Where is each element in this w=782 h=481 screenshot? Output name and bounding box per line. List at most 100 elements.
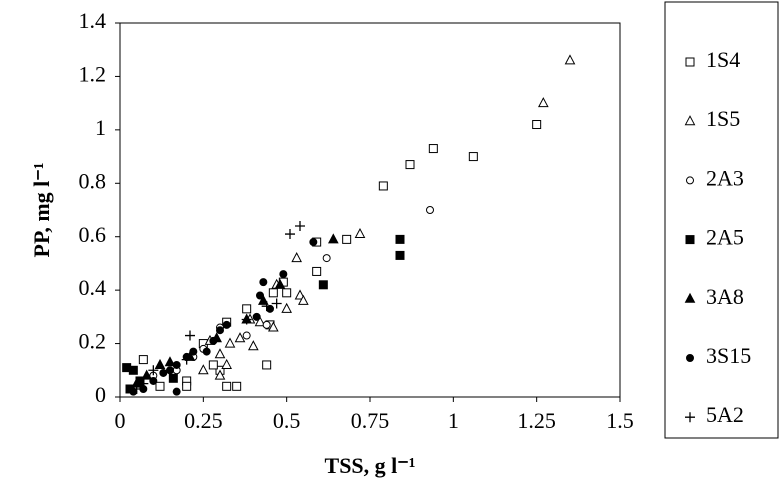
data-point: [252, 312, 261, 321]
plot-frame: [119, 22, 621, 398]
data-point: [261, 301, 272, 312]
legend-label: 3A8: [706, 284, 744, 309]
data-point: [564, 54, 576, 65]
data-point: [149, 376, 158, 385]
data-point: [172, 360, 181, 369]
legend-label: 1S5: [706, 106, 740, 131]
legend-label: 5A2: [706, 402, 744, 427]
data-point: [181, 354, 192, 365]
data-point: [322, 254, 331, 263]
data-point: [155, 381, 165, 391]
data-point: [154, 358, 166, 369]
data-point: [141, 369, 152, 380]
data-point: [209, 336, 218, 345]
data-point: [241, 314, 252, 325]
data-point: [318, 280, 328, 290]
data-point: [312, 266, 322, 276]
data-point: [426, 206, 434, 214]
data-point: [538, 97, 549, 108]
y-tick-label: 1.2: [79, 61, 107, 86]
data-point: [395, 250, 405, 260]
data-point: [242, 331, 251, 340]
data-point: [268, 288, 278, 298]
data-point: [222, 320, 231, 329]
legend-marker: [685, 412, 695, 423]
data-point: [232, 381, 242, 391]
x-tick-label: 1: [448, 408, 459, 433]
data-point: [131, 383, 142, 394]
data-point: [216, 326, 224, 335]
y-tick-label: 1: [95, 115, 106, 140]
data-point: [298, 294, 309, 305]
data-point: [166, 366, 174, 375]
data-point: [214, 348, 226, 359]
data-point: [259, 278, 268, 287]
y-tick-label: 0.4: [79, 275, 107, 300]
x-tick-label: 1.25: [517, 408, 556, 433]
legend-label: 2A3: [706, 165, 744, 190]
data-point: [128, 365, 138, 375]
data-point: [224, 337, 236, 348]
data-point: [428, 144, 438, 154]
data-point: [159, 368, 168, 377]
data-point: [354, 227, 366, 239]
legend-marker: [684, 292, 696, 303]
data-point: [148, 365, 159, 376]
data-point: [185, 330, 195, 341]
data-point: [378, 181, 388, 191]
legend-frame: [664, 1, 779, 439]
legend-marker: [685, 57, 695, 67]
legend-marker: [686, 354, 694, 362]
data-point: [295, 221, 305, 232]
data-point: [189, 347, 198, 356]
data-point: [279, 270, 288, 279]
x-axis-title: TSS, g l⁻¹: [325, 453, 416, 478]
data-point: [405, 160, 415, 170]
data-point: [202, 347, 211, 356]
y-tick-label: 0.8: [79, 168, 107, 193]
x-tick-label: 0.5: [273, 408, 301, 433]
y-axis-title: PP, mg l⁻¹: [29, 162, 54, 257]
data-point: [248, 340, 259, 351]
data-point: [271, 298, 282, 309]
data-point: [234, 332, 246, 343]
data-point: [198, 364, 209, 375]
data-point: [285, 229, 295, 240]
x-tick-label: 0.25: [184, 408, 223, 433]
data-point: [291, 252, 302, 263]
data-point: [164, 356, 176, 367]
data-point: [281, 302, 292, 313]
data-point: [254, 316, 266, 327]
data-point: [222, 381, 232, 391]
legend-marker: [685, 235, 695, 245]
data-point: [221, 358, 232, 369]
legend-label: 2A5: [706, 225, 744, 250]
legend-marker: [686, 176, 694, 185]
data-point: [268, 321, 279, 332]
data-point: [169, 374, 178, 383]
data-point: [395, 234, 405, 244]
y-tick-label: 0.6: [79, 222, 107, 247]
x-tick-label: 0.75: [351, 408, 390, 433]
data-point: [208, 360, 218, 370]
data-point: [172, 387, 181, 396]
data-point: [262, 360, 272, 370]
y-tick-label: 0.2: [79, 329, 107, 354]
y-tick-label: 1.4: [79, 8, 107, 33]
legend-marker: [684, 115, 696, 126]
data-point: [262, 320, 271, 329]
data-point: [282, 288, 292, 298]
data-point: [309, 238, 318, 247]
data-point: [182, 381, 192, 391]
data-point: [138, 378, 149, 389]
data-point: [328, 233, 339, 244]
data-point: [258, 294, 269, 305]
data-point: [468, 152, 478, 162]
data-point: [256, 291, 264, 300]
data-point: [532, 120, 542, 130]
data-point: [138, 355, 148, 365]
y-tick-label: 0: [95, 382, 106, 407]
legend-label: 3S15: [706, 343, 751, 368]
